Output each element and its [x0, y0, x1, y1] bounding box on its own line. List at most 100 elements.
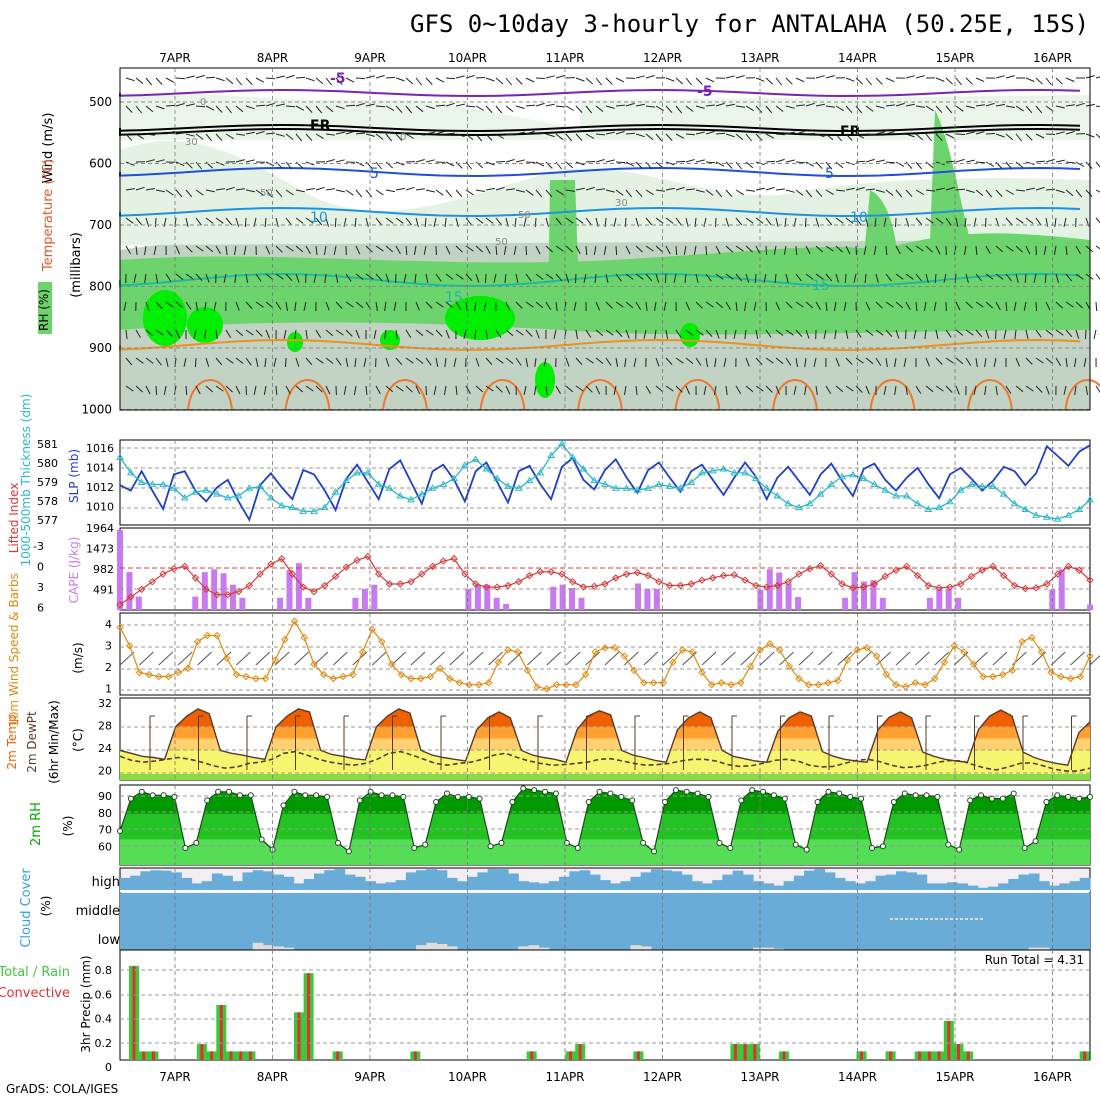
- rh2m-marker: [815, 800, 820, 805]
- rh2m-marker: [782, 796, 787, 801]
- wind-barb: [706, 246, 707, 255]
- cape-tick-label: 491: [93, 584, 114, 597]
- slp-tick-label: 1016: [86, 442, 114, 455]
- cloud-high-bar: [937, 883, 948, 890]
- cloud-high-bar: [457, 881, 468, 890]
- cloud-low-bar: [416, 945, 427, 950]
- rh2m-marker: [368, 789, 373, 794]
- date-bottom-label: 13APR: [740, 1070, 779, 1084]
- cloud-high-bar: [825, 872, 836, 890]
- rh2m-marker: [1044, 800, 1049, 805]
- date-bottom-label: 7APR: [159, 1070, 190, 1084]
- cloud-high-bar: [130, 876, 141, 890]
- precip-convective-bar: [928, 1051, 931, 1060]
- rh2m-marker: [771, 793, 776, 798]
- cape-tick-label: 1964: [86, 522, 114, 535]
- slp-axis-label: SLP (mb): [67, 449, 81, 503]
- precip-tick-label: 0: [105, 1061, 112, 1074]
- cloud-low-bar: [437, 944, 448, 950]
- wind-barb: [856, 246, 857, 255]
- cloud-high-bar: [212, 874, 223, 891]
- wind-barb: [776, 134, 785, 135]
- date-top-label: 9APR: [354, 51, 385, 65]
- rh-max-blob: [143, 290, 187, 346]
- slp-panel-frame: [120, 440, 1090, 525]
- wind-barb: [586, 246, 587, 255]
- rh2m-marker: [652, 849, 657, 854]
- rh2m-marker: [902, 791, 907, 796]
- rh2m-marker: [826, 789, 831, 794]
- precip-convective-bar: [336, 1051, 339, 1060]
- contour-label: 5: [825, 166, 834, 182]
- precip-tick-label: 0.4: [95, 1013, 113, 1026]
- precip-convective-bar: [889, 1051, 892, 1060]
- contour-label: 30: [615, 198, 628, 209]
- temp-base-band: [120, 774, 1090, 780]
- cloud-high-bar: [232, 881, 243, 890]
- precip-convective-bar: [133, 966, 136, 1060]
- precip-tick-label: 0.8: [95, 964, 113, 977]
- wind-barb: [1094, 330, 1096, 339]
- rh2m-marker: [979, 793, 984, 798]
- slp-tick-label: 1014: [86, 462, 114, 475]
- cloud-high-bar: [784, 881, 795, 890]
- rh2m-marker: [946, 842, 951, 847]
- cloud-high-bar: [192, 883, 203, 890]
- wind-barb: [296, 77, 305, 78]
- wind-barb: [676, 161, 685, 162]
- lifted-index-axis-label: Lifted Index: [7, 483, 21, 554]
- wind-barb: [1045, 274, 1046, 283]
- cloud-high-bar: [508, 874, 519, 891]
- minmax-axis-label: (6hr Min/Max): [47, 700, 61, 784]
- cloud-high-bar: [702, 883, 713, 890]
- rh2m-marker: [379, 793, 384, 798]
- rh2m-marker: [1066, 794, 1071, 799]
- dewpoint-axis-label: 2m DewPt: [25, 711, 39, 773]
- cloud-high-bar: [651, 869, 662, 890]
- cloud-high-bar: [243, 872, 254, 890]
- rh2m-marker: [957, 847, 962, 852]
- cloud-high-bar: [763, 883, 774, 890]
- precip-unit-label: 3hr Precip (mm): [79, 955, 93, 1052]
- precip-convective-bar: [530, 1051, 533, 1060]
- wind10-tick-label: 1: [105, 683, 112, 696]
- precip-convective-bar: [782, 1051, 785, 1060]
- temp-axis-label: 2m Temp: [5, 714, 19, 769]
- precip-convective-bar: [142, 1051, 145, 1060]
- rh2m-marker: [303, 793, 308, 798]
- cloud-high-bar: [283, 877, 294, 890]
- wind-barb: [586, 162, 595, 163]
- cape-bar: [880, 598, 886, 610]
- wind-barb: [1046, 134, 1055, 135]
- wind-barb: [1086, 330, 1087, 339]
- rh2m-marker: [662, 800, 667, 805]
- precip-convective-bar: [152, 1051, 155, 1060]
- wind-barb: [486, 274, 487, 283]
- rh2m-unit-label: (%): [61, 816, 75, 837]
- date-top-label: 15APR: [935, 51, 974, 65]
- rh2m-marker: [488, 844, 493, 849]
- rh-tongue-1: [548, 180, 580, 320]
- cloud-low-bar: [641, 946, 652, 950]
- cloud-high-bar: [968, 886, 979, 890]
- date-top-label: 7APR: [159, 51, 190, 65]
- rh2m-axis-label: 2m RH: [29, 802, 44, 846]
- rh2m-tick-label: 90: [98, 790, 112, 803]
- wind-barb: [166, 105, 175, 106]
- precip-convective-bar: [200, 1044, 203, 1060]
- cape-bar: [654, 589, 660, 610]
- rh2m-marker: [521, 786, 526, 791]
- cloud-high-bar: [528, 882, 539, 890]
- rh2m-marker: [194, 840, 199, 845]
- cape-bar: [503, 604, 509, 610]
- precip-convective-bar: [230, 1051, 233, 1060]
- rh2m-marker: [118, 828, 123, 833]
- cloud-high-bar: [345, 875, 356, 890]
- wind-barb: [346, 105, 355, 106]
- rh2m-marker: [924, 793, 929, 798]
- cape-bar: [635, 584, 641, 611]
- cloud-high-bar: [753, 881, 764, 890]
- cloud-high-bar: [477, 872, 488, 890]
- rh2m-marker: [357, 798, 362, 803]
